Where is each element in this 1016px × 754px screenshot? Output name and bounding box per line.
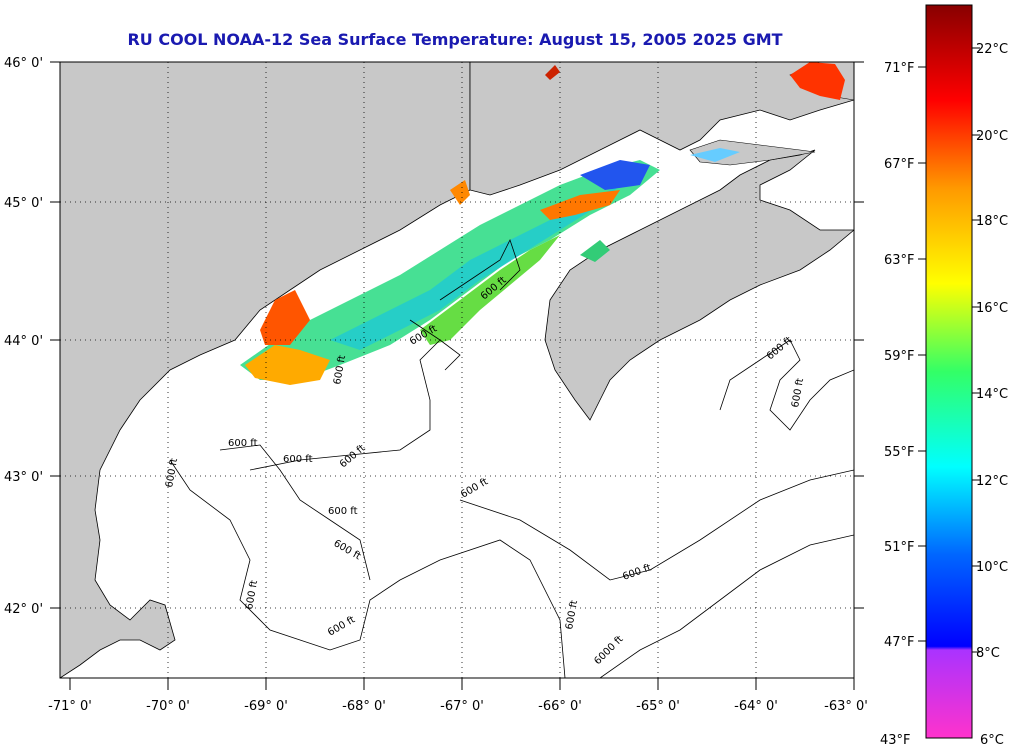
lon-label: -64° 0' xyxy=(734,699,778,714)
lon-label: -65° 0' xyxy=(636,699,680,714)
contour-label: 600 ft xyxy=(283,454,313,465)
map-title: RU COOL NOAA-12 Sea Surface Temperature:… xyxy=(127,30,783,49)
colorbar xyxy=(925,4,973,739)
lon-label: -63° 0' xyxy=(824,699,868,714)
lat-label: 44° 0' xyxy=(4,334,43,349)
depth-contours xyxy=(169,238,854,678)
land-new-england xyxy=(60,62,471,678)
contour-label: 600 ft xyxy=(244,579,260,610)
lon-label: -66° 0' xyxy=(538,699,582,714)
lon-label: -67° 0' xyxy=(440,699,484,714)
contour-label: 600 ft xyxy=(328,506,358,517)
colorbar-fahrenheit-label: 43°F xyxy=(880,733,911,748)
colorbar-celsius-label: 12°C xyxy=(976,474,1008,489)
colorbar-fahrenheit-label: 59°F xyxy=(884,349,915,364)
colorbar-fahrenheit-label: 55°F xyxy=(884,445,915,460)
lon-label: -69° 0' xyxy=(244,699,288,714)
land-new-brunswick xyxy=(469,62,854,196)
colorbar-celsius-label: 8°C xyxy=(976,646,1000,661)
contour-label: 600 ft xyxy=(228,438,258,449)
contour-label: 600 ft xyxy=(564,599,580,630)
lat-label: 46° 0' xyxy=(4,56,43,71)
colorbar-fahrenheit-label: 51°F xyxy=(884,540,915,555)
colorbar-ticks xyxy=(918,47,980,653)
colorbar-fahrenheit-label: 71°F xyxy=(884,61,915,76)
lon-label: -70° 0' xyxy=(146,699,190,714)
land-nova-scotia xyxy=(544,149,854,421)
colorbar-celsius-label: 18°C xyxy=(976,214,1008,229)
sst-data-layer xyxy=(240,62,845,385)
colorbar-celsius-label: 14°C xyxy=(976,387,1008,402)
contour-label: 600 ft xyxy=(790,377,806,408)
colorbar-celsius-label: 6°C xyxy=(980,733,1004,748)
colorbar-celsius-label: 16°C xyxy=(976,301,1008,316)
colorbar-celsius-label: 10°C xyxy=(976,560,1008,575)
axis-ticks xyxy=(50,61,864,690)
lat-label: 43° 0' xyxy=(4,470,43,485)
contour-label: 600 ft xyxy=(164,457,180,488)
colorbar-celsius-label: 20°C xyxy=(976,129,1008,144)
lat-label: 45° 0' xyxy=(4,196,43,211)
colorbar-fahrenheit-label: 67°F xyxy=(884,157,915,172)
lat-label: 42° 0' xyxy=(4,602,43,617)
colorbar-fahrenheit-label: 63°F xyxy=(884,253,915,268)
contour-label: 600 ft xyxy=(332,354,348,385)
lon-label: -71° 0' xyxy=(48,699,92,714)
map-frame xyxy=(59,61,855,679)
colorbar-celsius-label: 22°C xyxy=(976,42,1008,57)
lon-label: -68° 0' xyxy=(342,699,386,714)
colorbar-fahrenheit-label: 47°F xyxy=(884,635,915,650)
